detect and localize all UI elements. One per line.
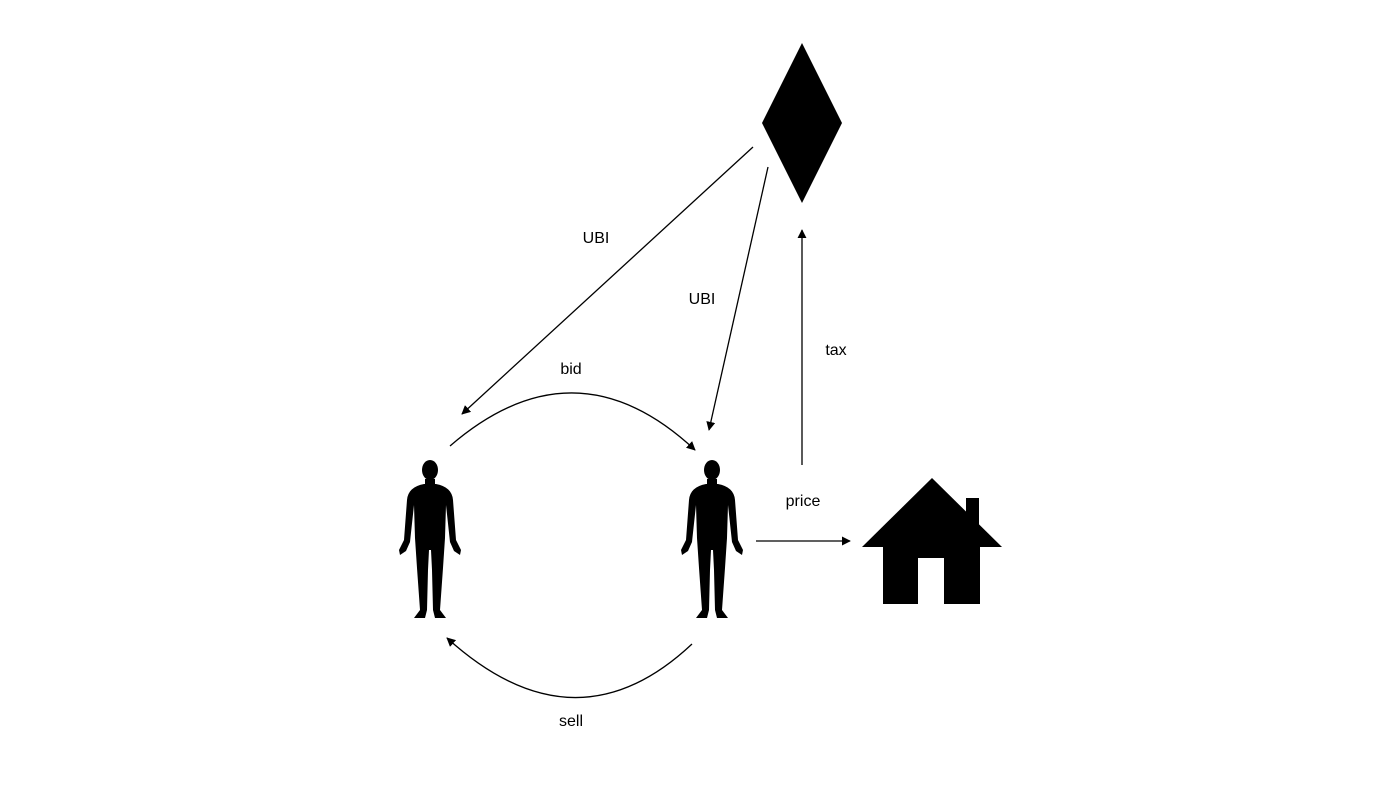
ubi-right-label: UBI <box>689 291 716 308</box>
ubi-left-label: UBI <box>583 230 610 247</box>
diamond-icon <box>762 43 842 203</box>
person-left-icon <box>399 460 461 618</box>
house-icon <box>862 478 1002 604</box>
bid-arrow <box>449 392 696 451</box>
bid-label: bid <box>560 361 581 378</box>
sell-label: sell <box>559 713 583 730</box>
person-right-icon <box>681 460 743 618</box>
sell-arrow <box>446 637 693 699</box>
price-label: price <box>786 493 821 510</box>
ubi-left-arrow <box>461 146 754 415</box>
ubi-right-arrow <box>706 166 769 431</box>
tax-label: tax <box>825 342 846 359</box>
